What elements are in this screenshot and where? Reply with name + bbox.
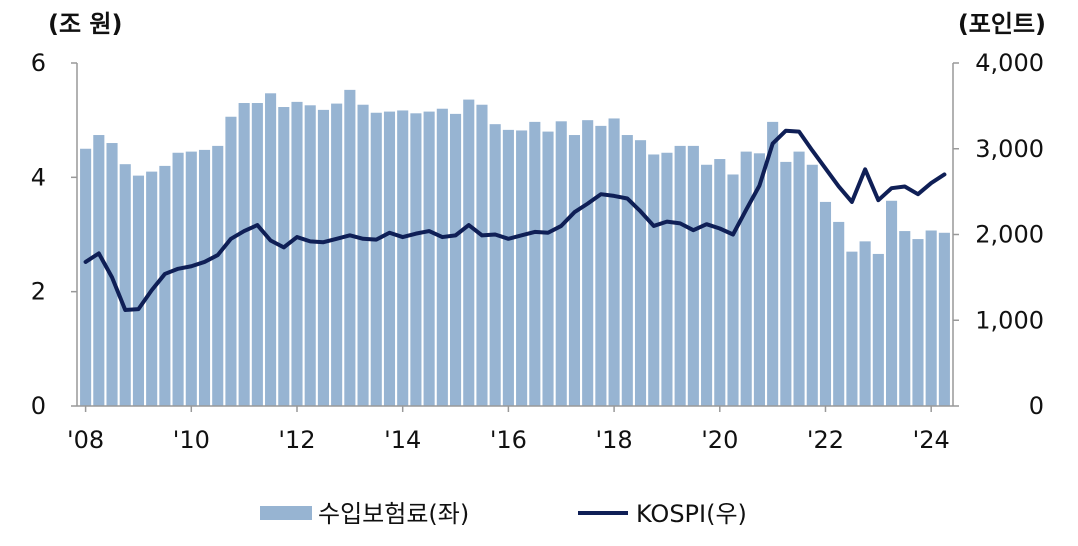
x-tick-label: '24 <box>913 426 950 454</box>
bar <box>661 152 673 406</box>
bar <box>423 111 435 406</box>
bar <box>938 232 950 406</box>
bar <box>238 103 250 407</box>
bar <box>410 113 422 406</box>
bar <box>304 105 316 407</box>
right-axis-ticks: 0 1,000 2,000 3,000 4,000 <box>953 49 1044 420</box>
x-tick-label: '08 <box>67 426 104 454</box>
bar <box>463 99 475 406</box>
bar <box>185 151 197 406</box>
legend: 수입보험료(좌) KOSPI(우) <box>260 500 747 528</box>
legend-line-label: KOSPI(우) <box>636 500 747 528</box>
bar <box>370 112 382 407</box>
bar <box>687 145 699 406</box>
x-tick-label: '16 <box>490 426 527 454</box>
bar <box>212 145 224 406</box>
bar <box>278 107 290 407</box>
bar <box>132 175 145 406</box>
bar <box>859 241 871 406</box>
bar <box>476 104 488 406</box>
bar <box>714 159 726 406</box>
x-tick-label: '18 <box>596 426 633 454</box>
bar <box>595 125 607 406</box>
right-tick-label: 3,000 <box>975 135 1044 163</box>
bar <box>225 116 237 407</box>
x-tick-label: '20 <box>701 426 738 454</box>
left-tick-label: 2 <box>31 278 46 306</box>
bar <box>172 152 184 406</box>
bar <box>344 89 356 407</box>
bar <box>793 151 805 406</box>
bar <box>383 111 396 406</box>
bar <box>608 118 620 406</box>
bar <box>740 151 752 406</box>
bar <box>886 200 898 406</box>
left-tick-label: 4 <box>31 163 46 191</box>
bar <box>767 121 779 406</box>
bar <box>331 103 343 406</box>
bar <box>819 201 832 406</box>
legend-bar-swatch <box>260 506 312 520</box>
bar <box>634 140 647 406</box>
right-tick-label: 0 <box>1029 392 1044 420</box>
x-axis-ticks: '08 '10 '12 '14 '16 '18 '20 '22 '24 <box>67 406 950 454</box>
bar <box>806 164 818 406</box>
bar-series <box>80 89 950 407</box>
bar <box>489 124 501 407</box>
bar <box>397 110 409 406</box>
right-axis-unit: (포인트) <box>958 10 1046 38</box>
line-series <box>83 128 947 312</box>
x-tick-label: '10 <box>173 426 210 454</box>
kospi-line <box>83 128 947 312</box>
bar <box>529 121 541 406</box>
bar <box>872 253 884 406</box>
legend-bar-label: 수입보험료(좌) <box>318 500 469 528</box>
right-tick-label: 4,000 <box>975 49 1044 77</box>
bar <box>516 130 528 406</box>
bar <box>291 101 303 407</box>
bar <box>833 221 845 406</box>
bar <box>93 135 105 406</box>
bar <box>727 174 739 406</box>
bar <box>502 129 514 406</box>
left-axis-unit: (조 원) <box>48 10 122 38</box>
bar <box>357 104 369 406</box>
bar <box>159 165 171 406</box>
bar <box>925 230 937 406</box>
bar <box>450 113 462 406</box>
bar <box>753 153 765 406</box>
x-tick-label: '22 <box>807 426 844 454</box>
bar <box>198 149 211 406</box>
x-tick-label: '14 <box>384 426 421 454</box>
bar <box>80 148 92 406</box>
bar <box>780 161 792 406</box>
right-tick-label: 1,000 <box>975 306 1044 334</box>
bar <box>846 251 858 406</box>
bar <box>912 239 924 406</box>
bar <box>119 164 131 406</box>
left-axis-ticks: 0 2 4 6 <box>31 49 77 420</box>
bar <box>568 135 581 406</box>
right-tick-label: 2,000 <box>975 221 1044 249</box>
bar <box>555 121 567 406</box>
bar <box>648 154 660 406</box>
x-tick-label: '12 <box>278 426 315 454</box>
bar <box>701 164 713 406</box>
bar <box>317 109 329 406</box>
bar <box>436 108 448 406</box>
bar <box>265 93 277 407</box>
bar <box>542 131 554 406</box>
bar <box>251 103 263 407</box>
left-tick-label: 0 <box>31 392 46 420</box>
left-tick-label: 6 <box>31 49 46 77</box>
bar <box>899 231 911 406</box>
bar <box>582 120 594 407</box>
bar <box>621 135 633 406</box>
bar <box>674 145 686 406</box>
